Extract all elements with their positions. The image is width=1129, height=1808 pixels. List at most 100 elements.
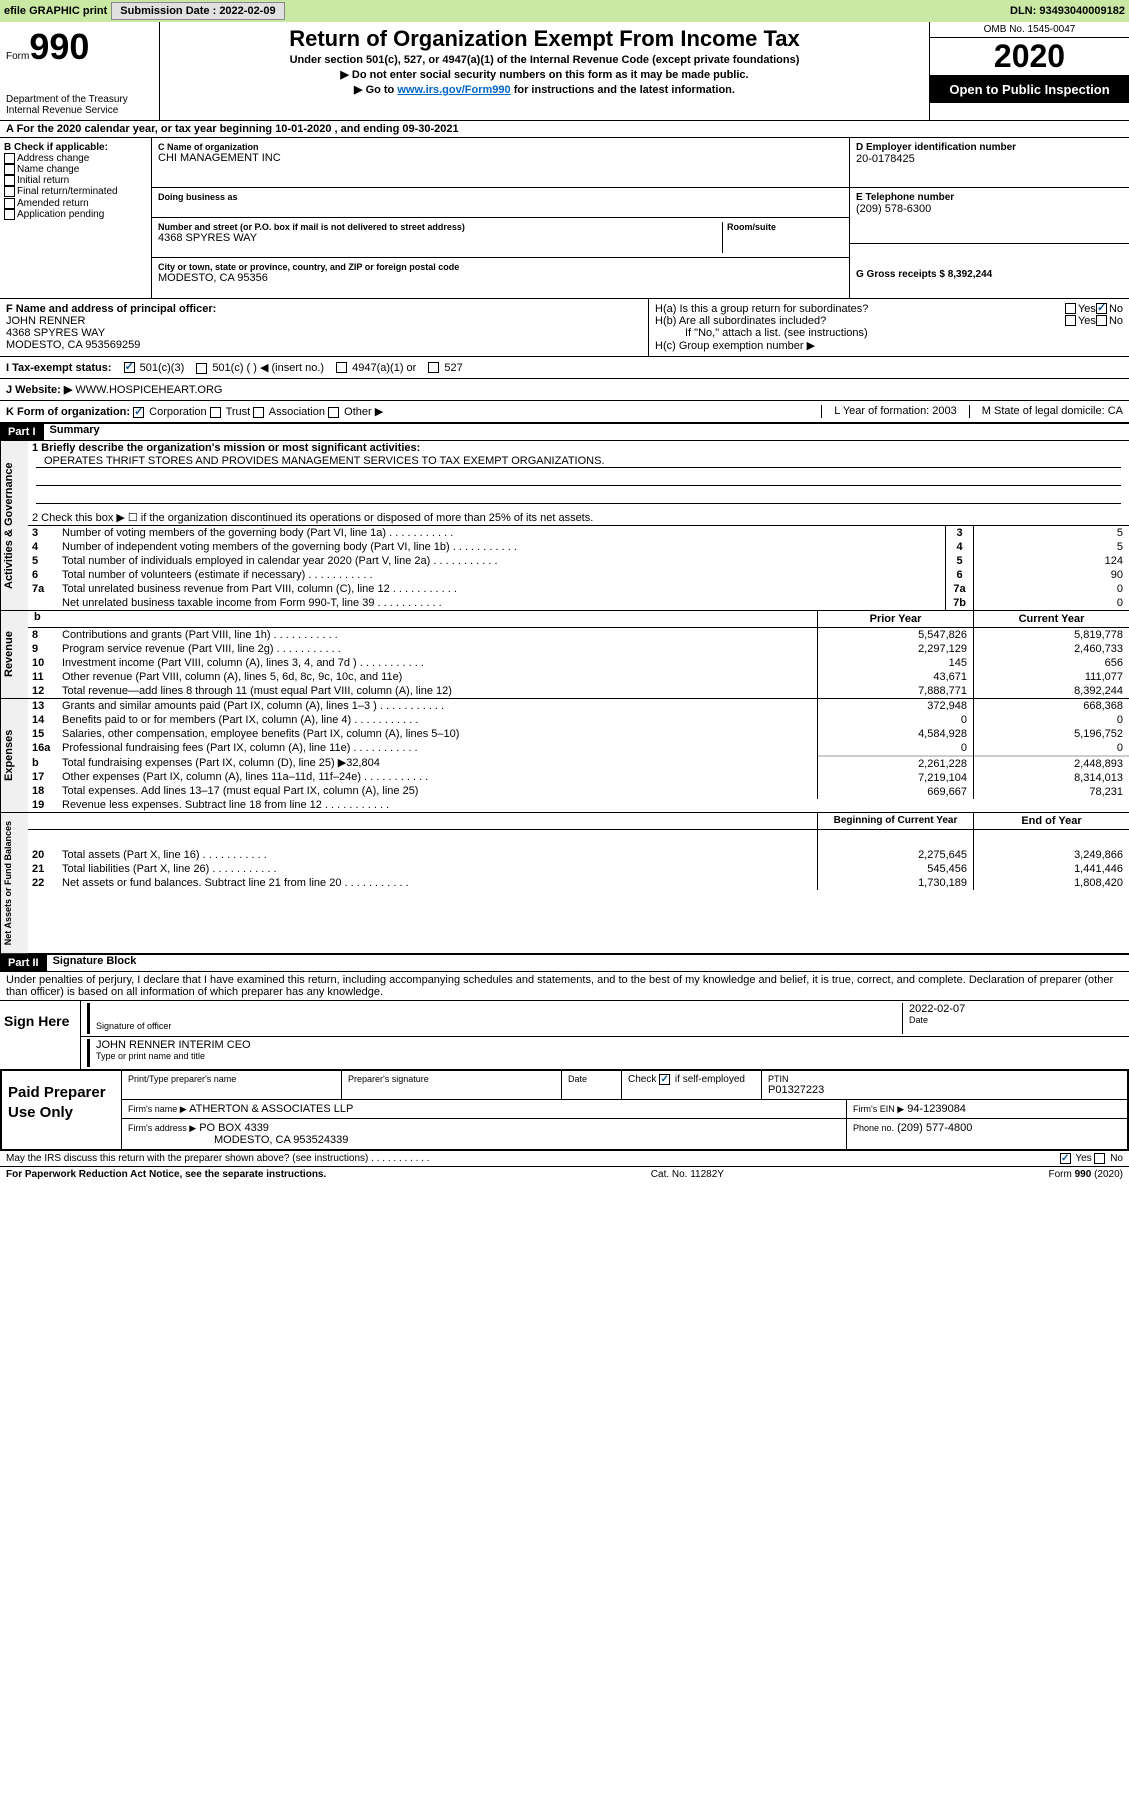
v4: 5 <box>973 540 1129 554</box>
room-label: Room/suite <box>727 222 843 232</box>
sign-here-block: Sign Here Signature of officer 2022-02-0… <box>0 1000 1129 1069</box>
527-checkbox[interactable] <box>428 362 439 373</box>
dept-label-2: Internal Revenue Service <box>6 105 153 116</box>
ha-label: H(a) Is this a group return for subordin… <box>655 303 1065 315</box>
initial-label: Initial return <box>17 175 69 186</box>
declaration-text: Under penalties of perjury, I declare th… <box>0 972 1129 1000</box>
l1-label: 1 Briefly describe the organization's mi… <box>32 442 420 454</box>
website-row: J Website: ▶ WWW.HOSPICEHEART.ORG <box>0 379 1129 401</box>
l19-desc: Revenue less expenses. Subtract line 18 … <box>62 799 813 811</box>
initial-return-checkbox[interactable] <box>4 175 15 186</box>
part2-header-row: Part II Signature Block <box>0 955 1129 972</box>
firm-ein-label: Firm's EIN ▶ <box>853 1104 904 1114</box>
c21: 1,441,446 <box>973 862 1129 876</box>
open-inspection: Open to Public Inspection <box>930 76 1129 103</box>
top-bar: efile GRAPHIC print Submission Date : 20… <box>0 0 1129 22</box>
efile-label: efile GRAPHIC print <box>4 5 107 17</box>
l11-desc: Other revenue (Part VIII, column (A), li… <box>62 671 813 683</box>
officer-h-row: F Name and address of principal officer:… <box>0 299 1129 357</box>
self-employed-checkbox[interactable] <box>659 1074 670 1085</box>
4947-checkbox[interactable] <box>336 362 347 373</box>
c15: 5,196,752 <box>973 727 1129 741</box>
street-label: Number and street (or P.O. box if mail i… <box>158 222 718 232</box>
pending-checkbox[interactable] <box>4 209 15 220</box>
officer-street: 4368 SPYRES WAY <box>6 327 642 339</box>
p13: 372,948 <box>817 699 973 713</box>
p9: 2,297,129 <box>817 642 973 656</box>
box-b-title: B Check if applicable: <box>4 142 147 153</box>
form990-link[interactable]: www.irs.gov/Form990 <box>397 84 510 96</box>
dba-label: Doing business as <box>158 192 843 202</box>
k-label: K Form of organization: <box>6 406 130 418</box>
prep-name-label: Print/Type preparer's name <box>128 1074 335 1084</box>
officer-label: F Name and address of principal officer: <box>6 303 642 315</box>
assoc-checkbox[interactable] <box>253 407 264 418</box>
form-num: 990 <box>29 26 89 67</box>
c11: 111,077 <box>973 670 1129 684</box>
p18: 7,219,104 <box>817 771 973 785</box>
firm-ein: 94-1239084 <box>907 1103 966 1115</box>
phone-value: (209) 578-6300 <box>856 203 1123 215</box>
l8-desc: Contributions and grants (Part VIII, lin… <box>62 629 813 641</box>
discuss-row: May the IRS discuss this return with the… <box>0 1151 1129 1167</box>
l10-desc: Investment income (Part VIII, column (A)… <box>62 657 813 669</box>
officer-city: MODESTO, CA 953569259 <box>6 339 642 351</box>
preparer-block: Paid Preparer Use Only Print/Type prepar… <box>0 1069 1129 1151</box>
c9: 2,460,733 <box>973 642 1129 656</box>
omb-number: OMB No. 1545-0047 <box>930 22 1129 38</box>
firm-phone: (209) 577-4800 <box>897 1122 972 1134</box>
501c3-checkbox[interactable] <box>124 362 135 373</box>
website-value: WWW.HOSPICEHEART.ORG <box>75 384 222 396</box>
signer-name-label: Type or print name and title <box>96 1051 1123 1061</box>
c18: 8,314,013 <box>973 771 1129 785</box>
c22: 1,808,420 <box>973 876 1129 890</box>
amended-return-checkbox[interactable] <box>4 198 15 209</box>
501c-checkbox[interactable] <box>196 363 207 374</box>
hb-yes-checkbox[interactable] <box>1065 315 1076 326</box>
ha-no-checkbox[interactable] <box>1096 303 1107 314</box>
firm-addr1: PO BOX 4339 <box>199 1122 269 1134</box>
c10: 656 <box>973 656 1129 670</box>
l12-desc: Total revenue—add lines 8 through 11 (mu… <box>62 685 813 697</box>
address-change-checkbox[interactable] <box>4 153 15 164</box>
addr-change-label: Address change <box>17 153 89 164</box>
formation-row: K Form of organization: Corporation Trus… <box>0 401 1129 424</box>
p14: 0 <box>817 713 973 727</box>
website-label: J Website: ▶ <box>6 384 72 396</box>
discuss-yes-checkbox[interactable] <box>1060 1153 1071 1164</box>
c13: 668,368 <box>973 699 1129 713</box>
sig-officer-label: Signature of officer <box>96 1021 902 1031</box>
firm-name-label: Firm's name ▶ <box>128 1104 187 1114</box>
side-netassets: Net Assets or Fund Balances <box>0 813 28 953</box>
netassets-block: Net Assets or Fund Balances Beginning of… <box>0 812 1129 955</box>
name-change-label: Name change <box>17 164 79 175</box>
org-name-label: C Name of organization <box>158 142 843 152</box>
submission-btn[interactable]: Submission Date : 2022-02-09 <box>111 2 284 20</box>
hb-no-checkbox[interactable] <box>1096 315 1107 326</box>
p20: 2,275,645 <box>817 848 973 862</box>
corp-checkbox[interactable] <box>133 407 144 418</box>
other-checkbox[interactable] <box>328 407 339 418</box>
signer-name: JOHN RENNER INTERIM CEO <box>96 1039 1123 1051</box>
ha-yes-checkbox[interactable] <box>1065 303 1076 314</box>
p21: 545,456 <box>817 862 973 876</box>
officer-name: JOHN RENNER <box>6 315 642 327</box>
amended-label: Amended return <box>17 198 89 209</box>
sign-date: 2022-02-07 <box>909 1003 1123 1015</box>
l4-desc: Number of independent voting members of … <box>62 541 941 553</box>
form-title: Return of Organization Exempt From Incom… <box>168 26 921 52</box>
l1-value: OPERATES THRIFT STORES AND PROVIDES MANA… <box>36 455 1121 468</box>
firm-addr2: MODESTO, CA 953524339 <box>128 1134 840 1146</box>
trust-checkbox[interactable] <box>210 407 221 418</box>
side-expenses: Expenses <box>0 699 28 812</box>
ptin-value: P01327223 <box>768 1084 1121 1096</box>
final-return-checkbox[interactable] <box>4 186 15 197</box>
l3-desc: Number of voting members of the governin… <box>62 527 941 539</box>
paperwork-row: For Paperwork Reduction Act Notice, see … <box>0 1167 1129 1182</box>
discuss-no-checkbox[interactable] <box>1094 1153 1105 1164</box>
info-grid: B Check if applicable: Address change Na… <box>0 138 1129 299</box>
name-change-checkbox[interactable] <box>4 164 15 175</box>
prep-date-label: Date <box>568 1074 615 1084</box>
v5: 124 <box>973 554 1129 568</box>
city-label: City or town, state or province, country… <box>158 262 843 272</box>
